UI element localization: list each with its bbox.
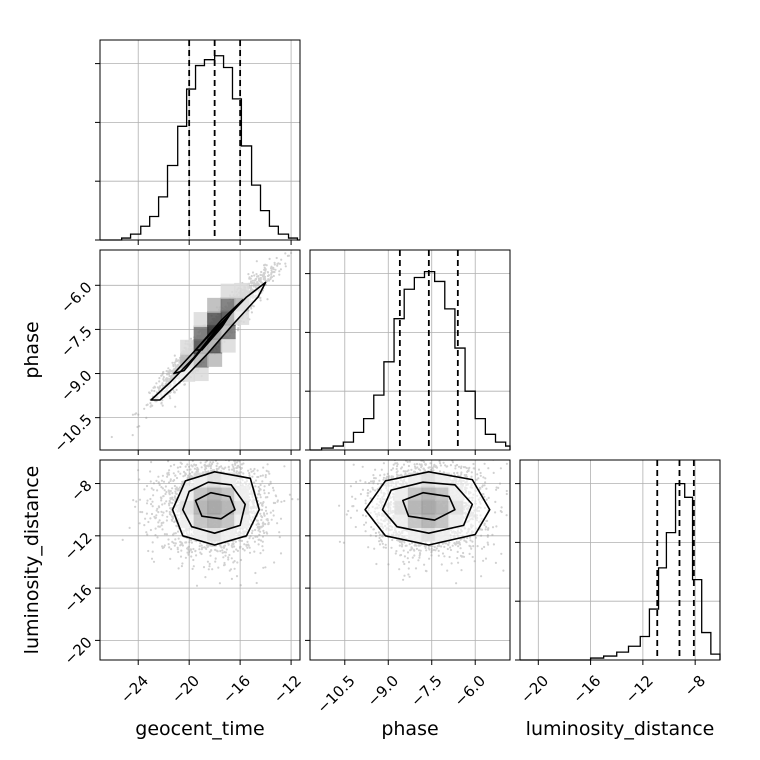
density-cell-0 <box>220 283 236 299</box>
density-cell-0 <box>220 337 236 353</box>
hist-panel-geocent_time <box>95 39 301 245</box>
y-tick-label-luminosity_distance-3: −8 <box>67 476 95 504</box>
x-tick-label-luminosity_distance-0: −20 <box>517 672 552 707</box>
x-tick-label-luminosity_distance-2: −12 <box>622 672 657 707</box>
density-cell-0 <box>207 351 223 367</box>
y-tick-label-luminosity_distance-1: −16 <box>61 581 96 616</box>
density-cell-0 <box>234 282 250 298</box>
hist-frame-luminosity_distance <box>519 459 721 661</box>
x-tick-label-phase-1: −9.0 <box>364 672 402 710</box>
contour-1-1 <box>182 481 246 535</box>
x-tick-label-geocent_time-2: −16 <box>219 672 254 707</box>
density-cell-0 <box>193 325 209 341</box>
contour-1-2 <box>194 491 236 520</box>
contour-0-2 <box>194 313 231 351</box>
y-tick-label-phase-3: −6.0 <box>57 278 95 316</box>
density-cell-0 <box>220 297 236 313</box>
x-tick-label-phase-2: −7.5 <box>407 672 445 710</box>
y-axis-label-phase: phase <box>21 321 43 378</box>
y-tick-label-phase-2: −7.5 <box>57 322 95 360</box>
hist-panel-luminosity_distance <box>515 459 721 665</box>
density-cell-0 <box>193 312 209 328</box>
hist-frame-phase <box>309 249 511 451</box>
pair-frame-0 <box>99 249 301 451</box>
density-cell-0 <box>207 297 223 313</box>
density-cell-0 <box>193 366 209 382</box>
pair-frame-1 <box>99 459 301 661</box>
histogram-luminosity_distance <box>520 482 721 661</box>
histogram-geocent_time <box>100 55 300 241</box>
pair-frame-2 <box>309 459 511 661</box>
x-tick-label-geocent_time-0: −24 <box>117 672 152 707</box>
y-tick-label-luminosity_distance-0: −20 <box>61 633 96 668</box>
x-tick-label-phase-3: −6.0 <box>451 672 489 710</box>
hist-panel-phase <box>305 249 511 455</box>
axis-labels: geocent_time phase luminosity_distancephas… <box>21 321 714 740</box>
pair-content-0 <box>100 250 300 450</box>
y-tick-label-phase-1: −9.0 <box>57 366 95 404</box>
y-tick-label-phase-0: −10.5 <box>50 411 95 456</box>
pair-content-2 <box>310 460 510 660</box>
hist-frame-geocent_time <box>99 39 301 241</box>
x-axis-label-luminosity_distance: luminosity_distance <box>526 718 715 740</box>
pair-content-1 <box>100 460 300 660</box>
pair-panel-geocent_time-luminosity_distance <box>95 459 301 665</box>
contour-2-1 <box>381 481 474 535</box>
x-axis-label-geocent_time: geocent_time <box>135 718 264 740</box>
pair-panel-phase-luminosity_distance <box>305 459 511 665</box>
x-axis-label-phase: phase <box>381 718 438 740</box>
x-tick-label-geocent_time-1: −20 <box>168 672 203 707</box>
y-axis-label-luminosity_distance: luminosity_distance <box>21 466 43 655</box>
x-tick-label-luminosity_distance-3: −8 <box>681 672 709 700</box>
histogram-phase <box>310 270 511 451</box>
density-cell-0 <box>180 339 196 355</box>
contour-2-2 <box>401 491 456 521</box>
x-tick-label-phase-0: −10.5 <box>313 672 358 717</box>
x-tick-label-geocent_time-3: −12 <box>270 672 305 707</box>
y-tick-label-luminosity_distance-2: −12 <box>61 529 96 564</box>
x-tick-label-luminosity_distance-1: −16 <box>569 672 604 707</box>
pair-panel-geocent_time-phase <box>95 249 301 455</box>
